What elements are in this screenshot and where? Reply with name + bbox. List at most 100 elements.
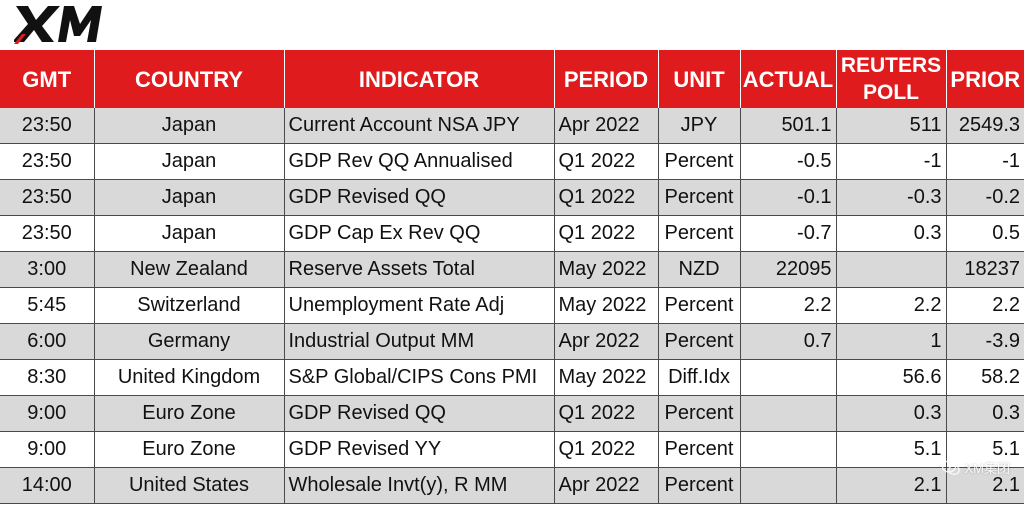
cell-prior: -3.9 (946, 323, 1024, 360)
table-row: 23:50 Japan GDP Rev QQ Annualised Q1 2022 Pe… (0, 143, 1024, 180)
cell-actual: 2.2 (740, 287, 837, 324)
header-poll-line1: REUTERS (840, 54, 942, 77)
header-indicator: INDICATOR (284, 50, 555, 108)
header-gmt: GMT (0, 50, 95, 108)
cell-prior: 18237 (946, 251, 1024, 288)
cell-actual (740, 359, 837, 396)
cell-indicator: GDP Revised QQ (284, 395, 555, 432)
cell-period: Apr 2022 (554, 323, 659, 360)
cell-indicator: Wholesale Invt(y), R MM (284, 467, 555, 504)
cell-reuters-poll: 5.1 (836, 431, 947, 468)
cell-period: Q1 2022 (554, 179, 659, 216)
header-reuters-poll: REUTERS POLL (836, 50, 947, 108)
cell-gmt: 9:00 (0, 431, 95, 468)
header-poll-line2: POLL (863, 81, 919, 104)
cell-gmt: 14:00 (0, 467, 95, 504)
cell-indicator: GDP Revised QQ (284, 179, 555, 216)
cell-reuters-poll: -1 (836, 143, 947, 180)
cell-country: Japan (94, 143, 285, 180)
cell-actual (740, 395, 837, 432)
cell-reuters-poll: 0.3 (836, 215, 947, 252)
cell-indicator: Current Account NSA JPY (284, 108, 555, 144)
table-row: 23:50 Japan Current Account NSA JPY Apr 202… (0, 108, 1024, 144)
cell-actual (740, 431, 837, 468)
cell-period: Apr 2022 (554, 108, 659, 144)
cell-country: Japan (94, 215, 285, 252)
cell-reuters-poll: -0.3 (836, 179, 947, 216)
cell-prior: 2549.3 (946, 108, 1024, 144)
cell-reuters-poll: 56.6 (836, 359, 947, 396)
cell-prior: 58.2 (946, 359, 1024, 396)
cell-period: Q1 2022 (554, 395, 659, 432)
cell-period: May 2022 (554, 287, 659, 324)
watermark: XM集团 (942, 458, 1010, 477)
cell-unit: Percent (658, 143, 741, 180)
cell-indicator: Reserve Assets Total (284, 251, 555, 288)
cell-country: Japan (94, 108, 285, 144)
cell-unit: Percent (658, 179, 741, 216)
table-row: 6:00 Germany Industrial Output MM Apr 2022 P… (0, 323, 1024, 360)
cell-prior: 2.1 (946, 467, 1024, 504)
cell-country: United Kingdom (94, 359, 285, 396)
cell-reuters-poll: 2.2 (836, 287, 947, 324)
xm-logo-icon (14, 6, 102, 44)
cell-indicator: S&P Global/CIPS Cons PMI (284, 359, 555, 396)
cell-actual: 501.1 (740, 108, 837, 144)
cell-unit: Percent (658, 215, 741, 252)
cell-gmt: 23:50 (0, 143, 95, 180)
cell-unit: Percent (658, 467, 741, 504)
cell-indicator: GDP Rev QQ Annualised (284, 143, 555, 180)
cell-gmt: 23:50 (0, 179, 95, 216)
cell-indicator: GDP Revised YY (284, 431, 555, 468)
cell-actual: -0.7 (740, 215, 837, 252)
logo-bar (0, 0, 1024, 50)
cell-indicator: Unemployment Rate Adj (284, 287, 555, 324)
cell-period: Apr 2022 (554, 467, 659, 504)
cell-actual: -0.1 (740, 179, 837, 216)
cell-actual: 22095 (740, 251, 837, 288)
cell-unit: Percent (658, 287, 741, 324)
cell-country: Japan (94, 179, 285, 216)
cell-unit: JPY (658, 108, 741, 144)
cell-country: Germany (94, 323, 285, 360)
header-country: COUNTRY (94, 50, 285, 108)
cell-prior: -0.2 (946, 179, 1024, 216)
cell-actual: 0.7 (740, 323, 837, 360)
cell-period: Q1 2022 (554, 143, 659, 180)
cell-reuters-poll: 1 (836, 323, 947, 360)
cell-prior: -1 (946, 143, 1024, 180)
table-row: 3:00 New Zealand Reserve Assets Total May 2… (0, 251, 1024, 288)
cell-prior: 5.1 (946, 431, 1024, 468)
header-unit: UNIT (658, 50, 741, 108)
header-row: GMT COUNTRY INDICATOR PERIOD UNIT ACTUAL… (0, 50, 1024, 108)
table-row: 23:50 Japan GDP Revised QQ Q1 2022 Percent -0… (0, 179, 1024, 216)
table-row: 14:00 United States Wholesale Invt(y), R M… (0, 467, 1024, 504)
table-row: 8:30 United Kingdom S&P Global/CIPS Cons P… (0, 359, 1024, 396)
cell-gmt: 3:00 (0, 251, 95, 288)
cell-unit: Percent (658, 323, 741, 360)
table-row: 9:00 Euro Zone GDP Revised YY Q1 2022 Percen… (0, 431, 1024, 468)
cell-unit: Diff.Idx (658, 359, 741, 396)
cell-indicator: Industrial Output MM (284, 323, 555, 360)
wechat-icon (942, 459, 961, 475)
cell-period: Q1 2022 (554, 215, 659, 252)
header-prior: PRIOR (946, 50, 1024, 108)
cell-gmt: 6:00 (0, 323, 95, 360)
cell-country: United States (94, 467, 285, 504)
cell-prior: 2.2 (946, 287, 1024, 324)
table-body: 23:50 Japan Current Account NSA JPY Apr 202… (0, 108, 1024, 504)
cell-country: Switzerland (94, 287, 285, 324)
cell-gmt: 5:45 (0, 287, 95, 324)
header-period: PERIOD (554, 50, 659, 108)
table-row: 9:00 Euro Zone GDP Revised QQ Q1 2022 Percen… (0, 395, 1024, 432)
cell-prior: 0.5 (946, 215, 1024, 252)
cell-gmt: 23:50 (0, 108, 95, 144)
cell-gmt: 9:00 (0, 395, 95, 432)
cell-reuters-poll: 511 (836, 108, 947, 144)
cell-gmt: 8:30 (0, 359, 95, 396)
table-row: 23:50 Japan GDP Cap Ex Rev QQ Q1 2022 Percen… (0, 215, 1024, 252)
watermark-text: XM集团 (964, 461, 1010, 476)
table-header: GMT COUNTRY INDICATOR PERIOD UNIT ACTUAL… (0, 50, 1024, 108)
cell-reuters-poll: 2.1 (836, 467, 947, 504)
cell-reuters-poll: 0.3 (836, 395, 947, 432)
